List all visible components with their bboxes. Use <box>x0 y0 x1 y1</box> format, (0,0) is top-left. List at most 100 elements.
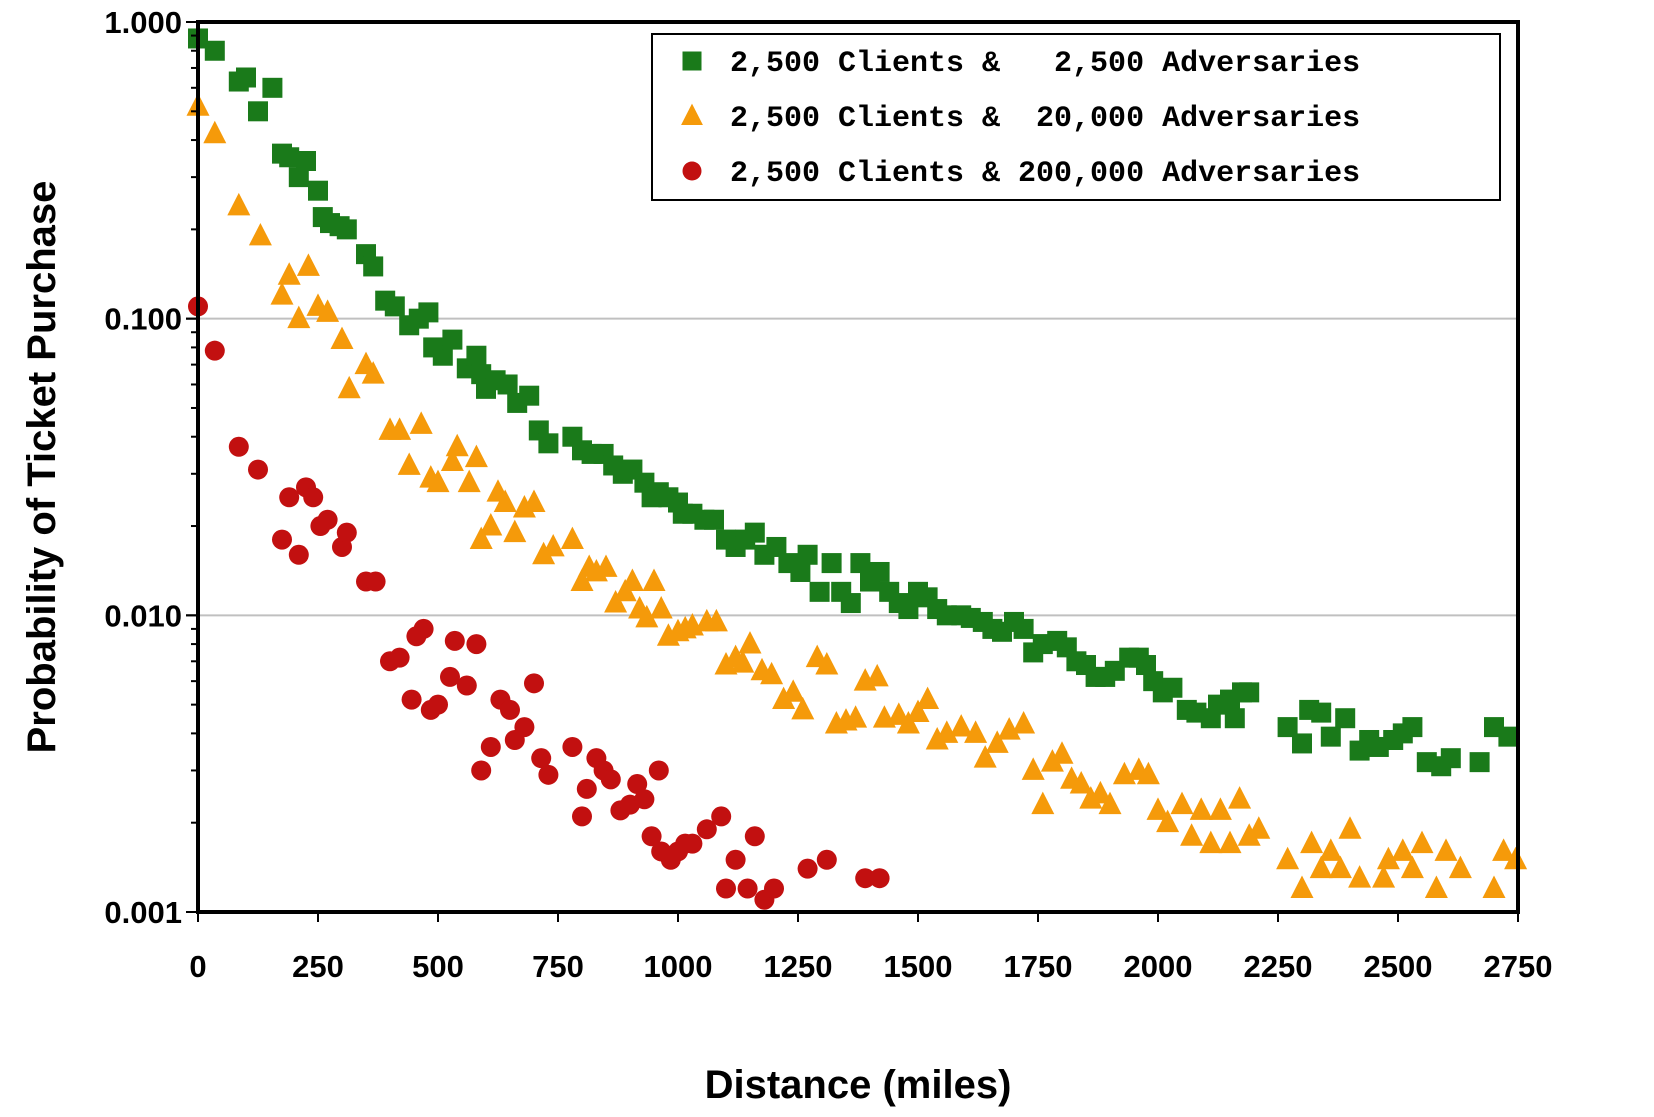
data-point-square <box>279 147 300 168</box>
data-point-square <box>821 553 842 574</box>
series-circle <box>188 296 890 910</box>
plot-area <box>186 28 1528 910</box>
data-point-triangle <box>316 299 340 322</box>
x-tick-label: 750 <box>532 949 584 984</box>
data-point-triangle <box>1189 797 1213 820</box>
data-point-circle <box>725 849 746 870</box>
data-point-triangle <box>731 650 755 673</box>
data-point-circle <box>711 806 732 827</box>
data-point-square <box>236 67 256 88</box>
x-axis-title: Distance (miles) <box>705 1063 1012 1107</box>
data-point-circle <box>562 736 583 757</box>
x-tick-label: 1250 <box>764 949 833 984</box>
data-point-square <box>1440 748 1461 769</box>
data-point-triangle <box>203 120 227 144</box>
data-point-circle <box>401 689 422 710</box>
data-point-triangle <box>1136 761 1160 785</box>
data-point-triangle <box>248 222 272 246</box>
data-point-square <box>519 385 540 406</box>
data-point-circle <box>682 833 703 854</box>
data-point-circle <box>716 878 736 899</box>
data-point-triangle <box>1180 823 1204 846</box>
data-point-triangle <box>985 730 1009 753</box>
data-point-circle <box>317 509 338 530</box>
x-tick-label: 500 <box>412 949 464 984</box>
data-point-triangle <box>1012 711 1036 734</box>
data-point-triangle <box>522 489 546 512</box>
legend-box <box>651 33 1501 201</box>
data-point-circle <box>456 675 477 696</box>
data-point-square <box>790 561 811 582</box>
data-point-triangle <box>949 714 973 737</box>
data-point-triangle <box>464 444 488 468</box>
data-point-triangle <box>642 568 666 591</box>
data-point-circle <box>413 618 434 639</box>
data-point-triangle <box>738 631 762 654</box>
data-point-triangle <box>1098 791 1122 815</box>
data-point-triangle <box>388 417 412 440</box>
legend-item: 2,500 Clients & 2,500 Adversaries <box>682 47 1360 81</box>
data-point-triangle <box>270 282 294 305</box>
data-point-square <box>1402 717 1423 738</box>
data-point-square <box>898 599 919 620</box>
data-point-triangle <box>997 717 1021 740</box>
data-point-triangle <box>635 604 659 628</box>
data-point-circle <box>228 436 249 457</box>
data-point-triangle <box>760 661 784 685</box>
data-point-triangle <box>457 469 481 493</box>
data-point-triangle <box>1276 846 1300 870</box>
data-point-triangle <box>935 720 959 743</box>
y-tick-label: 0.100 <box>104 302 182 337</box>
x-tick-label: 2000 <box>1124 949 1193 984</box>
y-axis-title: Probability of Ticket Purchase <box>20 181 64 754</box>
data-point-triangle <box>973 745 997 768</box>
series-square <box>188 28 1519 777</box>
data-point-triangle <box>916 686 940 710</box>
data-point-triangle <box>1170 791 1194 815</box>
data-point-triangle <box>296 253 320 276</box>
data-point-triangle <box>1319 838 1343 861</box>
data-point-square <box>288 167 309 188</box>
data-point-circle <box>816 849 837 870</box>
data-point-square <box>497 374 518 395</box>
data-point-circle <box>444 630 465 651</box>
data-point-square <box>363 256 384 277</box>
data-point-square <box>336 219 357 240</box>
data-point-triangle <box>361 361 385 384</box>
data-point-square <box>538 433 559 454</box>
data-point-circle <box>500 699 520 720</box>
data-point-triangle <box>844 705 868 728</box>
data-point-circle <box>797 858 818 879</box>
data-point-triangle <box>493 489 517 512</box>
data-point-square <box>1469 752 1490 773</box>
data-point-triangle <box>1372 865 1396 888</box>
data-point-square <box>1224 708 1245 729</box>
data-point-triangle <box>440 448 464 471</box>
data-point-circle <box>764 878 784 899</box>
series-triangle <box>186 93 1528 898</box>
data-point-triangle <box>560 526 584 550</box>
data-point-square <box>432 345 453 366</box>
data-point-triangle <box>896 711 920 734</box>
data-point-triangle <box>1348 865 1372 888</box>
data-point-triangle <box>1228 786 1252 809</box>
data-point-triangle <box>397 452 421 475</box>
data-point-triangle <box>1309 855 1333 879</box>
data-point-circle <box>737 878 758 899</box>
y-axis: 1.000 0.100 0.010 0.001 <box>104 5 198 930</box>
data-point-square <box>296 150 316 171</box>
data-point-square <box>1013 618 1034 639</box>
y-tick-label: 0.010 <box>104 598 182 633</box>
data-point-triangle <box>409 411 433 434</box>
legend: 2,500 Clients & 2,500 Adversaries 2,500 C… <box>651 33 1501 201</box>
data-point-triangle <box>1492 838 1516 861</box>
data-point-circle <box>365 571 386 592</box>
data-point-triangle <box>1448 855 1472 879</box>
data-point-square <box>262 77 283 98</box>
x-tick-label: 1000 <box>644 949 713 984</box>
x-tick-label: 0 <box>189 949 206 984</box>
x-tick-label: 2750 <box>1484 949 1553 984</box>
data-point-triangle <box>1237 823 1261 846</box>
data-point-square <box>1162 677 1183 698</box>
